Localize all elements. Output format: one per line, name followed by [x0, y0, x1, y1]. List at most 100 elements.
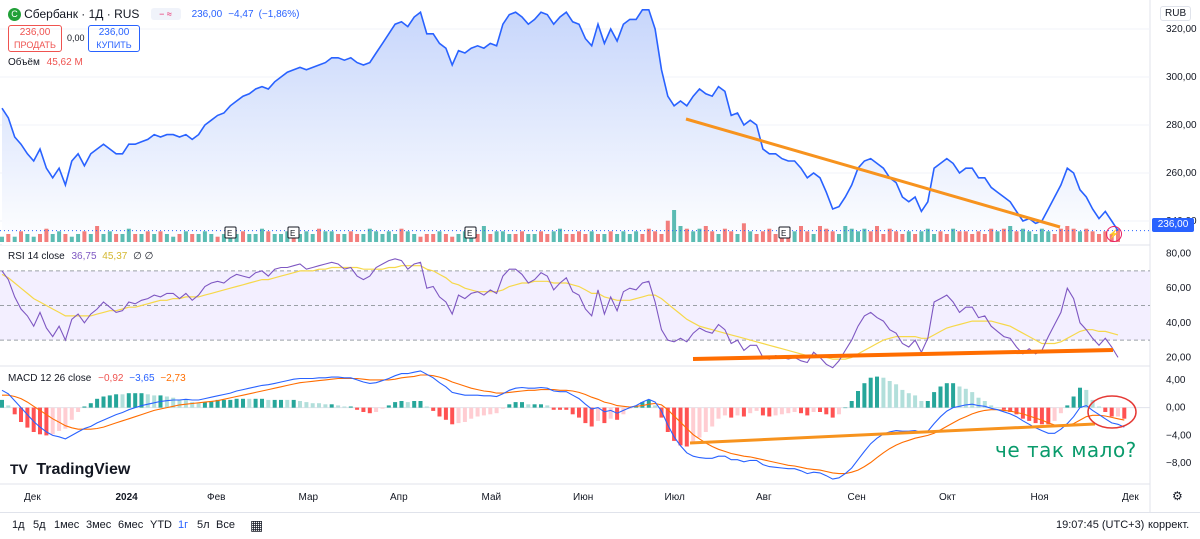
volume-bar — [158, 231, 163, 242]
macd-histogram-bar — [120, 394, 125, 408]
volume-bar — [1052, 234, 1057, 242]
volume-bar — [260, 228, 264, 242]
volume-bar — [1020, 228, 1025, 242]
macd-histogram-bar — [329, 404, 334, 408]
volume-bar — [856, 231, 860, 242]
macd-legend: MACD 12 26 close −0,92 −3,65 −2,73 — [8, 373, 186, 384]
macd-v2: −3,65 — [129, 373, 155, 384]
macd-histogram-bar — [221, 399, 226, 408]
volume-label: Объём — [8, 57, 40, 68]
volume-bar — [906, 231, 911, 242]
volume-bar — [551, 231, 556, 242]
volume-bar — [830, 231, 835, 242]
earnings-marker — [464, 226, 477, 239]
volume-bar — [88, 234, 93, 242]
macd-histogram-bar — [215, 399, 220, 408]
volume-bar — [6, 234, 11, 242]
clock-time[interactable]: 19:07:45 (UTC+3) — [1056, 519, 1145, 531]
rsi-legend: RSI 14 close 36,75 45,37 ∅ ∅ — [8, 251, 153, 262]
x-tick-label: Сен — [848, 492, 866, 503]
price-area — [2, 9, 1118, 245]
volume-bar — [399, 228, 404, 242]
range-1y[interactable]: 1г — [178, 519, 189, 531]
macd-histogram-bar — [25, 407, 30, 428]
volume-bar — [957, 231, 962, 242]
macd-histogram-bar — [336, 405, 341, 408]
macd-histogram-bar — [190, 402, 195, 408]
macd-histogram-bar — [253, 398, 258, 408]
earnings-marker — [287, 226, 300, 239]
adjust-toggle[interactable]: коррект. — [1148, 519, 1190, 531]
macd-histogram-bar — [830, 407, 835, 418]
spread-value: 0,00 — [67, 33, 85, 43]
macd-histogram-bar — [608, 407, 613, 419]
macd-histogram-bar — [418, 401, 423, 408]
volume-bar — [805, 231, 810, 242]
volume-bar — [272, 234, 277, 242]
currency-button[interactable]: RUB — [1160, 6, 1192, 21]
macd-histogram-bar — [456, 407, 461, 424]
macd-histogram-bar — [824, 407, 829, 415]
macd-histogram-bar — [431, 407, 436, 411]
macd-histogram-bar — [126, 393, 131, 408]
macd-histogram-bar — [659, 407, 664, 418]
volume-bar — [678, 226, 683, 242]
buy-button[interactable]: 236,00 КУПИТЬ — [88, 25, 140, 52]
macd-histogram-bar — [367, 407, 372, 414]
macd-label: MACD 12 26 close — [8, 373, 92, 384]
macd-histogram-bar — [266, 399, 271, 408]
range-6m[interactable]: 6мес — [118, 519, 144, 531]
macd-histogram-bar — [462, 407, 467, 422]
macd-histogram-bar — [970, 392, 975, 408]
volume-bar — [310, 234, 315, 242]
volume-bar — [881, 234, 886, 242]
volume-bar — [792, 231, 797, 242]
macd-histogram-bar — [1071, 396, 1076, 408]
volume-bar — [837, 234, 841, 242]
volume-bar — [76, 234, 81, 242]
macd-histogram-bar — [818, 407, 822, 412]
volume-bar — [868, 231, 873, 242]
symbol-title[interactable]: Сбербанк · 1Д · RUS — [24, 7, 140, 21]
macd-histogram-bar — [234, 398, 239, 408]
range-all[interactable]: Все — [216, 519, 235, 531]
range-3m[interactable]: 3мес — [86, 519, 112, 531]
volume-bar — [963, 231, 968, 242]
range-1m[interactable]: 1мес — [54, 519, 80, 531]
macd-histogram-bar — [500, 407, 505, 409]
macd-histogram-bar — [805, 407, 810, 416]
volume-bar — [0, 236, 4, 242]
volume-bar — [577, 231, 581, 242]
earnings-label: E — [227, 229, 232, 238]
macd-histogram-bar — [634, 406, 639, 408]
volume-bar — [1071, 228, 1076, 242]
volume-bar — [526, 234, 531, 242]
macd-histogram-bar — [38, 407, 42, 435]
macd-histogram-bar — [114, 394, 119, 408]
range-1d[interactable]: 1д — [12, 519, 25, 531]
volume-bar — [995, 231, 1000, 242]
macd-histogram-bar — [678, 407, 683, 446]
macd-histogram-bar — [152, 395, 157, 408]
sell-button[interactable]: 236,00 ПРОДАТЬ — [8, 25, 62, 52]
volume-bar — [539, 231, 543, 242]
range-ytd[interactable]: YTD — [150, 519, 172, 531]
volume-bar — [494, 231, 499, 242]
volume-bar — [621, 231, 626, 242]
macd-histogram-bar — [596, 407, 600, 421]
macd-histogram-bar — [913, 395, 918, 408]
macd-histogram-bar — [1020, 407, 1025, 419]
calendar-icon[interactable]: ▦ — [250, 517, 264, 533]
macd-histogram-bar — [450, 407, 455, 425]
macd-histogram-bar — [12, 407, 17, 415]
range-5d[interactable]: 5д — [33, 519, 46, 531]
lightning-icon[interactable]: ⚡ — [1106, 226, 1122, 242]
price-trendline — [685, 117, 1061, 229]
volume-bar — [355, 234, 360, 242]
range-5y[interactable]: 5л — [197, 519, 210, 531]
macd-histogram-bar — [602, 407, 607, 424]
macd-histogram-bar — [710, 407, 715, 427]
macd-histogram-bar — [494, 407, 499, 414]
compare-icon[interactable]: − ≈ — [150, 8, 181, 20]
macd-histogram-bar — [1090, 399, 1095, 408]
